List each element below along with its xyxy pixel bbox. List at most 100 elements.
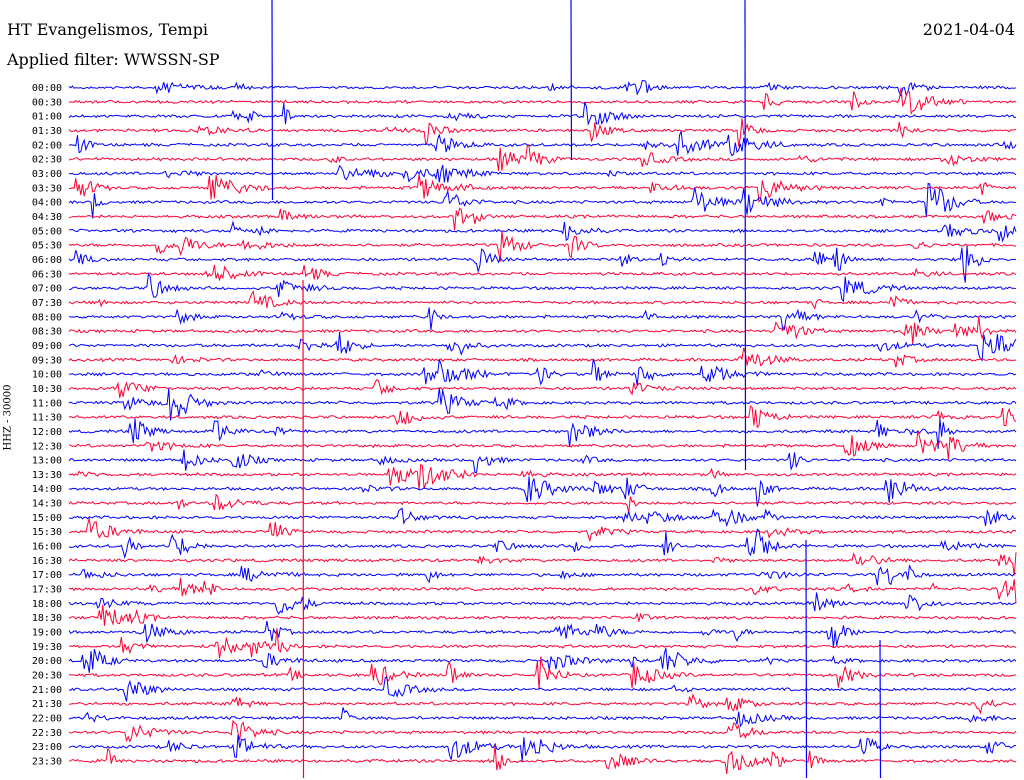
time-tick-label: 15:30 xyxy=(32,527,62,538)
seismic-trace-line xyxy=(68,493,1017,513)
time-tick-label: 16:30 xyxy=(32,556,62,567)
seismic-trace-line xyxy=(68,707,1017,728)
time-tick-label: 08:30 xyxy=(32,327,62,338)
time-tick-label: 13:00 xyxy=(32,456,62,467)
seismic-trace-line xyxy=(68,592,1017,615)
seismic-trace-line xyxy=(68,719,1017,743)
time-tick-label: 14:00 xyxy=(32,484,62,495)
seismic-trace-line xyxy=(68,552,1017,576)
time-tick-label: 04:30 xyxy=(32,212,62,223)
seismic-trace-line xyxy=(68,80,1017,98)
time-tick-label: 06:00 xyxy=(32,255,62,266)
time-tick-label: 20:00 xyxy=(32,656,62,667)
seismic-trace-line xyxy=(68,118,1017,147)
seismic-trace-line xyxy=(68,430,1017,460)
time-tick-label: 16:00 xyxy=(32,542,62,553)
seismic-trace-line xyxy=(68,744,1017,774)
time-tick-label: 06:30 xyxy=(32,269,62,280)
seismic-trace-line xyxy=(68,405,1017,429)
time-tick-label: 08:00 xyxy=(32,312,62,323)
seismic-trace-line xyxy=(68,476,1017,507)
time-tick-label: 11:00 xyxy=(32,398,62,409)
time-tick-label: 04:00 xyxy=(32,198,62,209)
seismic-trace-line xyxy=(68,359,1017,386)
time-tick-label: 12:00 xyxy=(32,427,62,438)
time-tick-label: 12:30 xyxy=(32,441,62,452)
time-tick-label: 23:30 xyxy=(32,757,62,768)
time-tick-label: 23:00 xyxy=(32,742,62,753)
seismic-trace-line xyxy=(68,418,1017,449)
seismic-event-spike xyxy=(302,279,305,779)
station-title: HT Evangelismos, Tempi xyxy=(7,20,209,39)
date-label: 2021-04-04 xyxy=(922,20,1015,39)
time-tick-label: 11:30 xyxy=(32,413,62,424)
seismic-event-spike xyxy=(271,0,274,201)
seismic-event-spike xyxy=(570,0,573,161)
seismic-trace-line xyxy=(68,628,1017,659)
time-tick-label: 07:00 xyxy=(32,284,62,295)
filter-label: Applied filter: WWSSN-SP xyxy=(7,50,220,69)
time-tick-label: 01:30 xyxy=(32,126,62,137)
seismic-trace-line xyxy=(68,577,1017,604)
seismic-trace-line xyxy=(68,620,1017,648)
time-tick-label: 19:00 xyxy=(32,628,62,639)
time-tick-label: 09:00 xyxy=(32,341,62,352)
seismic-trace-line xyxy=(68,734,1017,762)
seismic-trace-line xyxy=(68,604,1017,626)
seismic-trace-line xyxy=(68,693,1017,715)
seismic-trace-line xyxy=(69,174,1017,203)
time-tick-label: 18:00 xyxy=(32,599,62,610)
time-tick-label: 09:30 xyxy=(32,355,62,366)
seismic-trace-line xyxy=(68,387,1017,421)
time-tick-label: 03:30 xyxy=(32,183,62,194)
trace-group xyxy=(68,0,1017,779)
time-tick-label: 13:30 xyxy=(32,470,62,481)
seismic-trace-line xyxy=(68,264,1017,282)
time-tick-label: 10:30 xyxy=(32,384,62,395)
seismic-event-spike xyxy=(744,0,747,471)
seismic-trace-line xyxy=(68,379,1017,398)
seismic-trace-line xyxy=(68,182,1017,219)
seismic-event-spike xyxy=(805,539,808,779)
seismic-trace-line xyxy=(68,676,1017,702)
seismic-trace-line xyxy=(68,565,1016,586)
time-tick-label: 21:00 xyxy=(32,685,62,696)
time-tick-label: 10:00 xyxy=(32,370,62,381)
seismic-trace-line xyxy=(69,517,1017,543)
seismic-trace-line xyxy=(68,463,1017,491)
seismic-trace-line xyxy=(68,347,1017,368)
time-tick-label: 22:00 xyxy=(32,714,62,725)
time-tick-label: 22:30 xyxy=(32,728,62,739)
seismic-trace-line xyxy=(68,507,1017,528)
time-tick-label: 01:00 xyxy=(32,112,62,123)
seismic-trace-line xyxy=(68,220,1017,243)
time-tick-label: 17:00 xyxy=(32,570,62,581)
seismic-event-spike xyxy=(879,639,882,779)
seismic-trace-line xyxy=(68,207,1017,230)
seismic-trace-line xyxy=(68,290,1017,310)
time-tick-label: 02:00 xyxy=(32,140,62,151)
seismic-trace-line xyxy=(68,87,1017,116)
seismic-trace-line xyxy=(69,656,1017,690)
seismic-trace-line xyxy=(68,316,1017,344)
time-tick-label: 05:30 xyxy=(32,241,62,252)
time-tick-label: 17:30 xyxy=(32,585,62,596)
time-tick-label: 19:30 xyxy=(32,642,62,653)
time-tick-label: 18:30 xyxy=(32,613,62,624)
seismic-trace-line xyxy=(68,145,1017,171)
seismic-trace-line xyxy=(68,101,1017,126)
seismic-trace-line xyxy=(68,164,1017,183)
time-tick-label: 02:30 xyxy=(32,155,62,166)
time-tick-label: 14:30 xyxy=(32,499,62,510)
seismic-trace-line xyxy=(68,307,1017,331)
seismic-trace-line xyxy=(68,230,1017,262)
time-tick-label: 03:00 xyxy=(32,169,62,180)
time-tick-label: 00:00 xyxy=(32,83,62,94)
time-label-group: 00:00 00:30 01:00 01:30 02:00 02:30 03:00 03:30… xyxy=(32,83,62,768)
seismic-trace-line xyxy=(68,449,1017,474)
seismic-trace-line xyxy=(68,332,1017,362)
seismic-trace-line xyxy=(68,245,1017,283)
seismic-trace-line xyxy=(68,528,1017,560)
time-tick-label: 07:30 xyxy=(32,298,62,309)
